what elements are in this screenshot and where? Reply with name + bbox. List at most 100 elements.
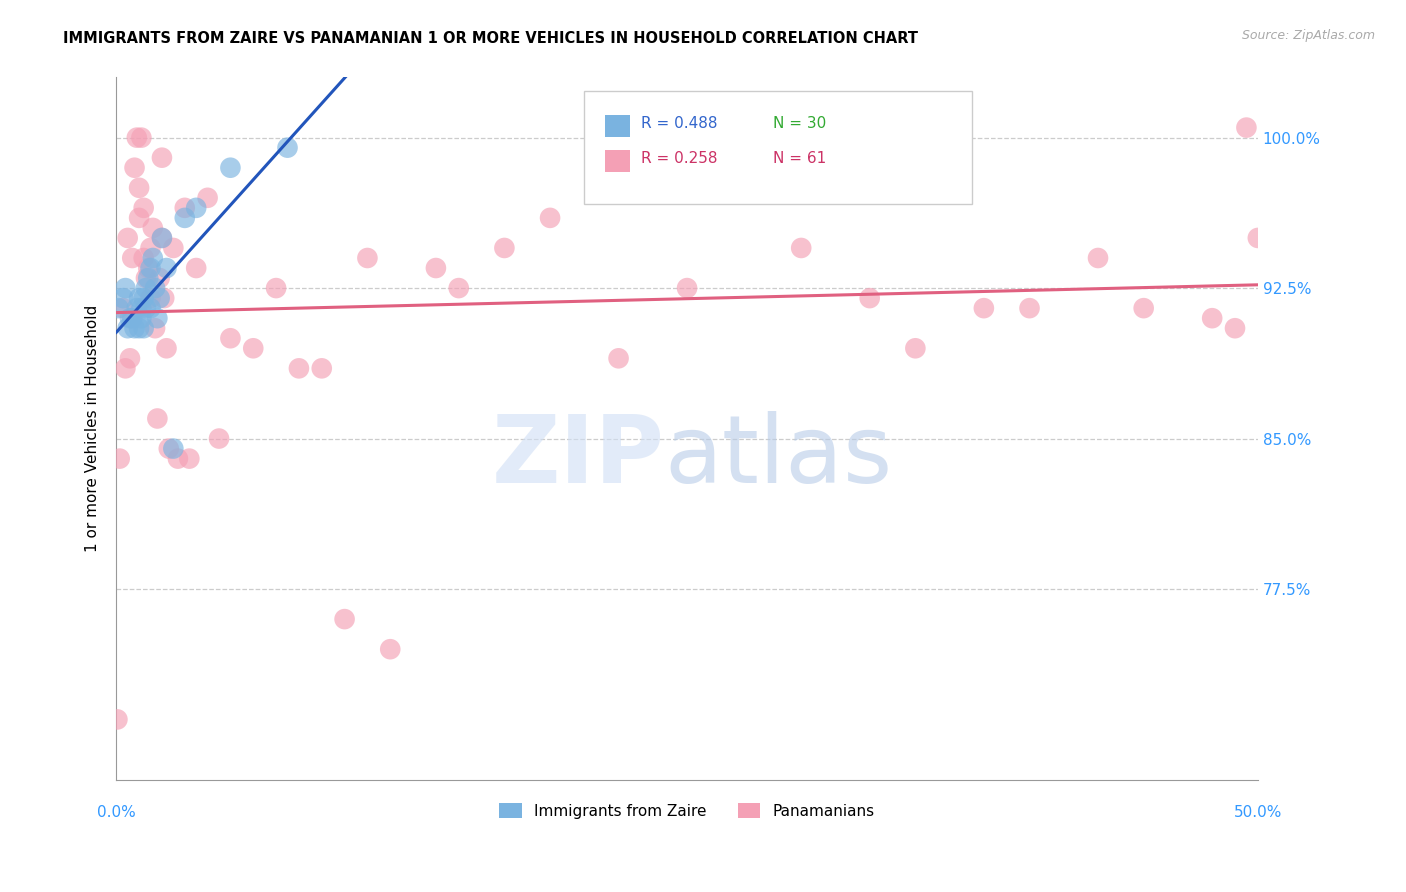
Point [538, 211, 561, 225]
Text: N = 61: N = 61 [773, 151, 825, 166]
Point [162, 442, 184, 456]
Point [380, 642, 402, 657]
Text: atlas: atlas [664, 410, 893, 502]
Point [155, 341, 177, 355]
Point [114, 281, 136, 295]
Point [179, 451, 201, 466]
Point [146, 311, 169, 326]
Point [112, 301, 135, 315]
Point [607, 351, 630, 366]
Point [117, 321, 139, 335]
Point [139, 260, 162, 275]
Point [333, 612, 356, 626]
Point [219, 331, 242, 345]
Point [142, 220, 165, 235]
Point [107, 301, 129, 315]
Point [1223, 321, 1246, 335]
Point [1087, 251, 1109, 265]
Point [311, 361, 333, 376]
Point [142, 251, 165, 265]
Point [150, 151, 173, 165]
Point [121, 251, 143, 265]
Point [973, 301, 995, 315]
Point [128, 211, 150, 225]
Text: 50.0%: 50.0% [1233, 805, 1282, 820]
Point [197, 191, 219, 205]
Point [135, 281, 157, 295]
Point [1132, 301, 1154, 315]
Point [1018, 301, 1040, 315]
Point [128, 291, 150, 305]
Point [143, 281, 166, 295]
Point [744, 120, 766, 135]
Point [124, 161, 146, 175]
Point [118, 311, 141, 326]
Point [108, 451, 131, 466]
Point [139, 291, 162, 305]
Point [859, 291, 882, 305]
Point [132, 251, 155, 265]
Point [162, 241, 184, 255]
Point [135, 271, 157, 285]
Point [125, 130, 148, 145]
Point [1247, 231, 1270, 245]
Point [676, 281, 699, 295]
Point [150, 231, 173, 245]
Text: Source: ZipAtlas.com: Source: ZipAtlas.com [1241, 29, 1375, 42]
Text: ZIP: ZIP [491, 410, 664, 502]
Text: 0.0%: 0.0% [97, 805, 135, 820]
Point [153, 291, 176, 305]
Point [124, 321, 146, 335]
Point [149, 291, 172, 305]
Point [356, 251, 378, 265]
Point [157, 442, 180, 456]
Point [139, 301, 162, 315]
Point [132, 291, 155, 305]
Point [155, 260, 177, 275]
Point [135, 301, 157, 315]
FancyBboxPatch shape [605, 115, 630, 137]
Point [131, 130, 153, 145]
Text: N = 30: N = 30 [773, 116, 825, 131]
Point [1258, 371, 1281, 385]
Point [128, 181, 150, 195]
Point [149, 271, 172, 285]
Point [117, 231, 139, 245]
Legend: Immigrants from Zaire, Panamanians: Immigrants from Zaire, Panamanians [494, 797, 882, 824]
Y-axis label: 1 or more Vehicles in Household: 1 or more Vehicles in Household [86, 305, 100, 552]
Point [139, 241, 162, 255]
Point [118, 351, 141, 366]
Point [150, 231, 173, 245]
Point [173, 201, 195, 215]
Point [288, 361, 311, 376]
Point [128, 321, 150, 335]
Point [186, 201, 208, 215]
Point [264, 281, 287, 295]
Point [173, 211, 195, 225]
Point [131, 301, 153, 315]
Point [146, 411, 169, 425]
Point [107, 713, 129, 727]
Text: R = 0.258: R = 0.258 [641, 151, 718, 166]
Point [186, 260, 208, 275]
Text: R = 0.488: R = 0.488 [641, 116, 718, 131]
Point [219, 161, 242, 175]
FancyBboxPatch shape [585, 92, 973, 204]
Point [790, 241, 813, 255]
Point [143, 321, 166, 335]
Point [132, 201, 155, 215]
Point [425, 260, 447, 275]
Point [494, 241, 516, 255]
Point [904, 341, 927, 355]
Point [121, 311, 143, 326]
Point [1201, 311, 1223, 326]
Point [112, 291, 135, 305]
Point [136, 271, 159, 285]
Point [132, 321, 155, 335]
Point [1236, 120, 1258, 135]
FancyBboxPatch shape [605, 150, 630, 172]
Point [242, 341, 264, 355]
Text: IMMIGRANTS FROM ZAIRE VS PANAMANIAN 1 OR MORE VEHICLES IN HOUSEHOLD CORRELATION : IMMIGRANTS FROM ZAIRE VS PANAMANIAN 1 OR… [63, 31, 918, 46]
Point [114, 361, 136, 376]
Point [208, 432, 231, 446]
